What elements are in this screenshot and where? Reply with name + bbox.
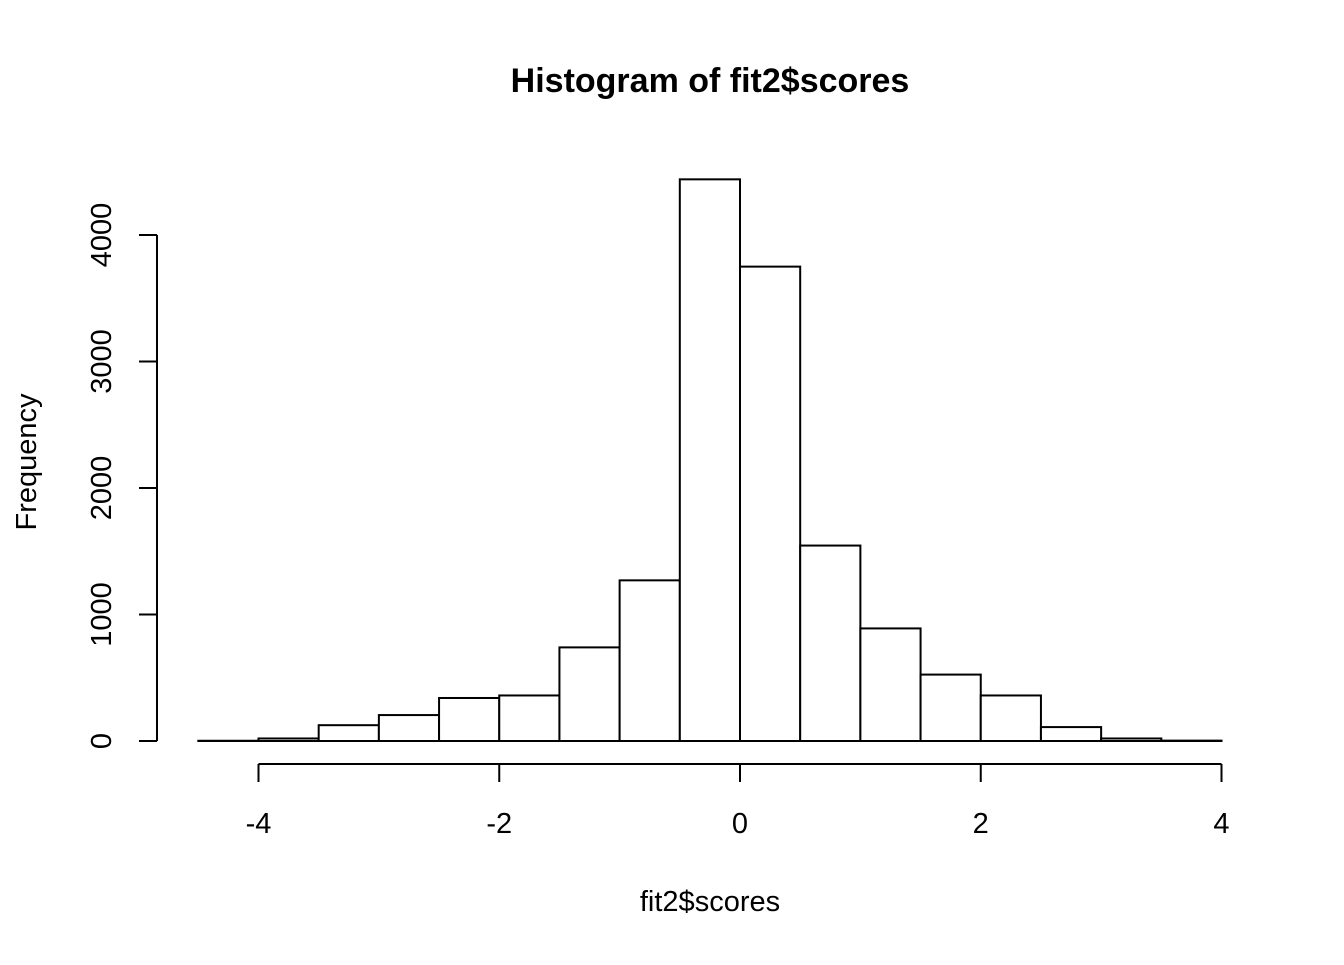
x-tick-label: 4 xyxy=(1213,808,1229,840)
histogram-bar xyxy=(319,725,379,741)
chart-title: Histogram of fit2$scores xyxy=(511,62,910,100)
histogram-bar xyxy=(921,675,981,741)
x-tick-label: -2 xyxy=(486,808,512,840)
x-axis-title: fit2$scores xyxy=(640,886,780,918)
histogram-bar xyxy=(800,546,860,741)
x-tick-label: 2 xyxy=(973,808,989,840)
histogram-bar xyxy=(860,628,920,741)
y-axis-title: Frequency xyxy=(11,393,43,531)
x-tick-label: -4 xyxy=(246,808,272,840)
histogram-bar xyxy=(620,580,680,741)
x-tick-label: 0 xyxy=(732,808,748,840)
y-tick-label: 3000 xyxy=(86,329,118,394)
y-axis: 0 1000 2000 3000 4000 xyxy=(86,203,157,749)
y-tick-label: 4000 xyxy=(86,203,118,268)
x-axis: -4 -2 0 2 4 xyxy=(246,764,1230,840)
histogram-bar xyxy=(680,179,740,741)
histogram-bar xyxy=(379,715,439,741)
y-tick-label: 0 xyxy=(86,733,118,749)
bars-group xyxy=(198,179,1221,741)
histogram-bar xyxy=(499,695,559,741)
histogram-bar xyxy=(1101,738,1161,741)
histogram-bar xyxy=(259,738,319,741)
y-tick-label: 1000 xyxy=(86,582,118,647)
histogram-bar xyxy=(740,267,800,741)
histogram-bar xyxy=(1041,727,1101,741)
histogram-bar xyxy=(981,695,1041,741)
y-tick-label: 2000 xyxy=(86,456,118,521)
histogram-bar xyxy=(439,698,499,741)
histogram-bar xyxy=(559,647,619,741)
